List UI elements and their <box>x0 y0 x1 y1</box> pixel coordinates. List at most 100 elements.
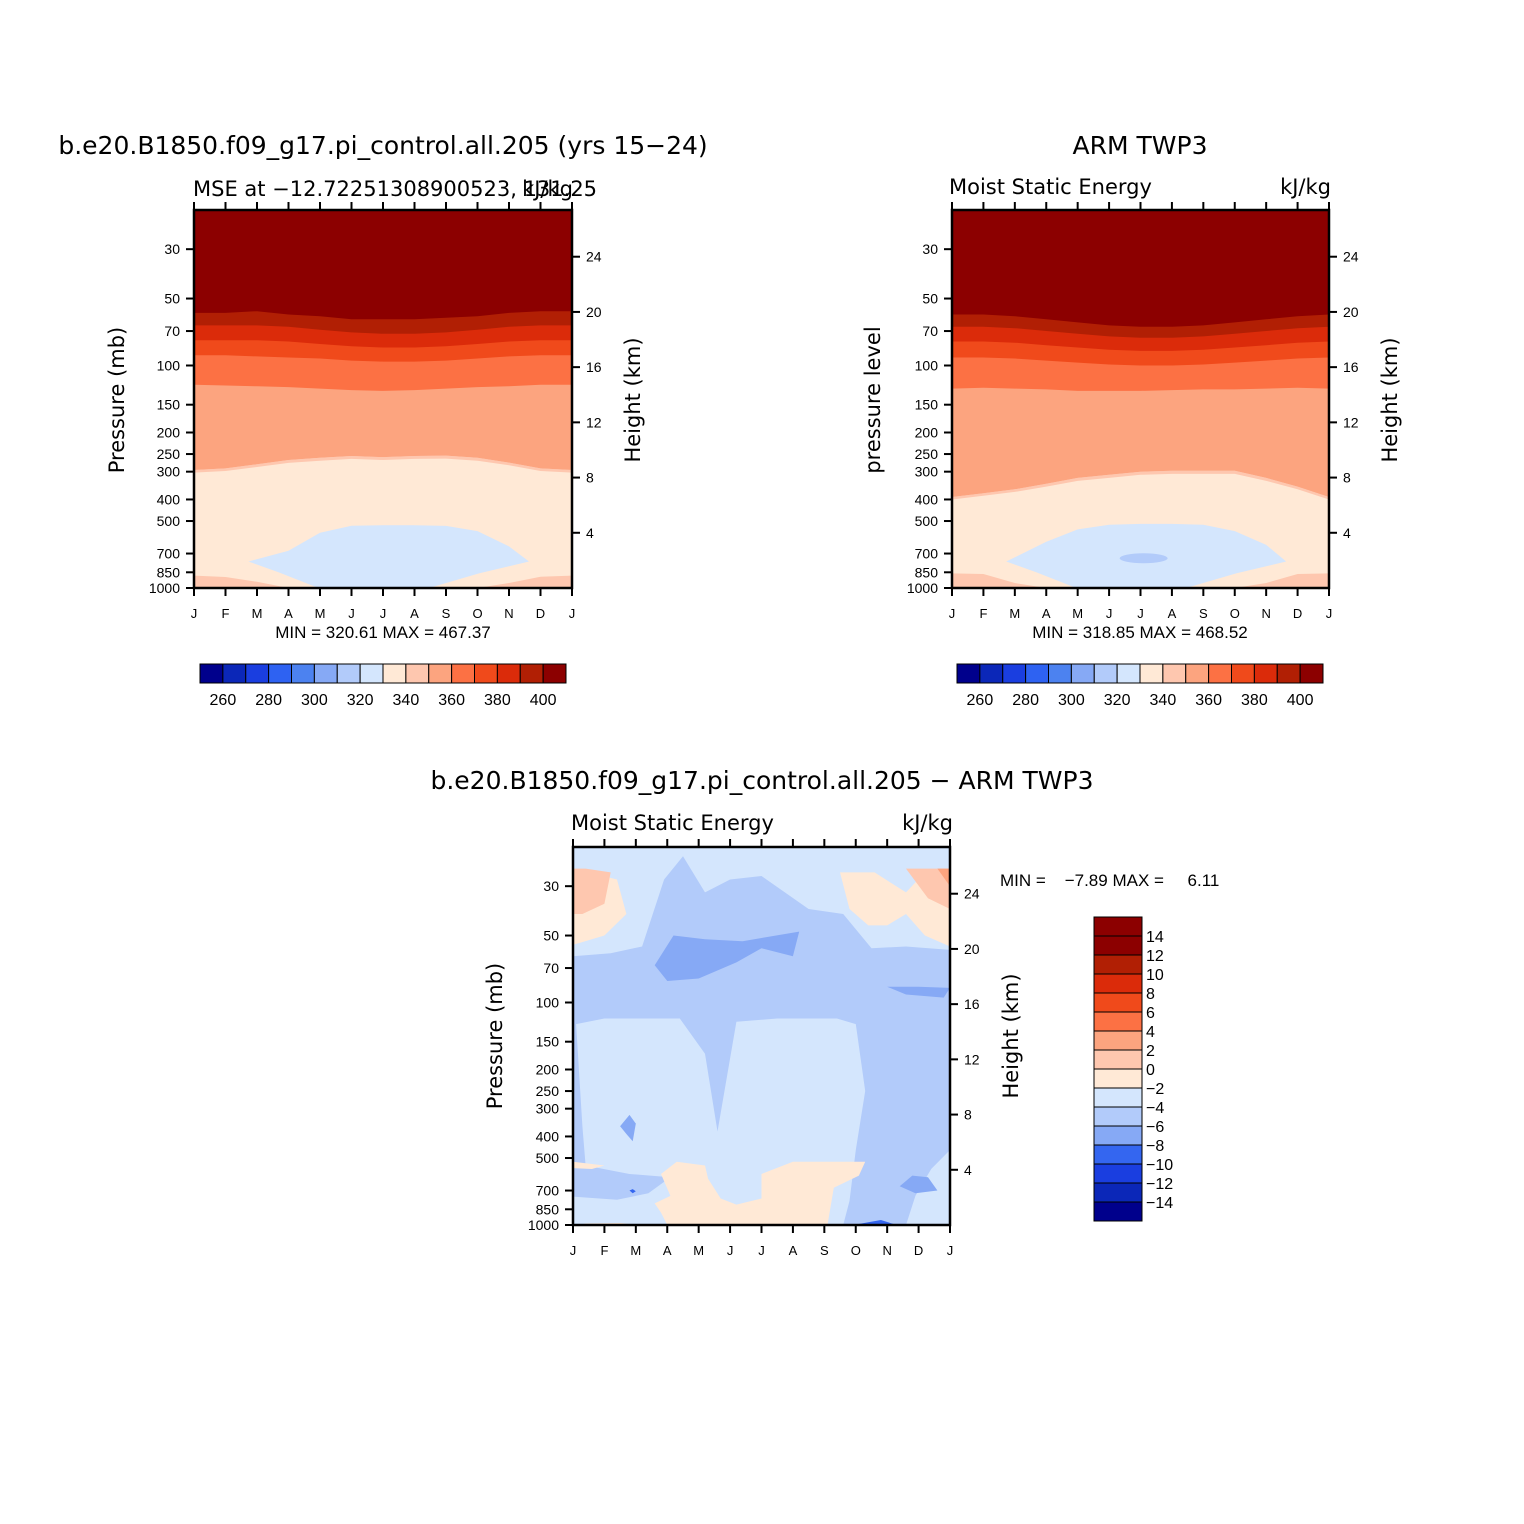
y-tick-label: 200 <box>915 424 939 440</box>
colorbar-box <box>1093 973 1143 994</box>
contour-minus6c <box>620 1114 636 1142</box>
colorbar-label: 0 <box>1146 1062 1155 1079</box>
colorbar-label: 260 <box>967 692 994 709</box>
x-tick-label: M <box>630 1243 641 1258</box>
colorbar-box <box>1185 663 1210 684</box>
y-tick-right-label: 24 <box>586 249 602 265</box>
colorbar-box <box>1093 1182 1143 1203</box>
x-tick-label: F <box>600 1243 608 1258</box>
y-tick-label: 100 <box>915 358 939 374</box>
colorbar-label: 360 <box>438 692 465 709</box>
x-tick-label: D <box>1293 606 1302 621</box>
panel-obs-plot: J F M A M J J A S O N D J 30 50 70 100 150 200 250 300 400 500… <box>907 202 1359 621</box>
colorbar-box <box>222 663 247 684</box>
y-tick-right-label: 4 <box>1343 525 1351 541</box>
colorbar-box <box>1025 663 1049 684</box>
y-tick-label: 850 <box>536 1201 560 1217</box>
colorbar-box <box>979 663 1004 684</box>
x-tick-label: N <box>1261 606 1270 621</box>
colorbar-box <box>1093 954 1143 975</box>
y-tick-right-label: 12 <box>1343 414 1359 430</box>
x-tick-label: S <box>442 606 451 621</box>
y-tick-label: 850 <box>157 564 181 580</box>
contour-plus2b <box>906 868 950 909</box>
x-tick-label: S <box>820 1243 829 1258</box>
x-tick-label: A <box>663 1243 672 1258</box>
colorbar-box <box>1093 1201 1143 1222</box>
y-tick-right-label: 12 <box>586 414 602 430</box>
y-tick-label: 250 <box>536 1083 560 1099</box>
y-tick-right-label: 12 <box>964 1051 980 1067</box>
y-tick-label: 1000 <box>528 1217 559 1233</box>
panel-diff-units: kJ/kg <box>902 811 953 835</box>
y-tick-right-label: 8 <box>964 1107 972 1123</box>
panel-model-units: kJ/kg <box>522 177 573 201</box>
panel-obs-colorbar: 260 280 300 320 340 360 380 400 <box>956 663 1324 709</box>
colorbar-label: 6 <box>1146 1005 1155 1022</box>
contour-plus0c <box>654 1161 866 1225</box>
contour-minus8 <box>629 1189 636 1194</box>
colorbar-box <box>1093 1087 1143 1108</box>
x-tick-label: J <box>1137 606 1144 621</box>
colorbar-label: 280 <box>255 692 282 709</box>
y-tick-label: 850 <box>915 564 939 580</box>
colorbar-label: 2 <box>1146 1043 1155 1060</box>
colorbar-box <box>1093 1125 1143 1146</box>
x-tick-label: A <box>1042 606 1051 621</box>
colorbar-label: −10 <box>1146 1157 1173 1174</box>
panel-diff-title: b.e20.B1850.f09_g17.pi_control.all.205 −… <box>430 766 1093 795</box>
y-tick-label: 70 <box>922 323 938 339</box>
contour-310 <box>1119 553 1168 564</box>
y-tick-label: 70 <box>164 323 180 339</box>
colorbar-label: −12 <box>1146 1176 1173 1193</box>
colorbar-label: 320 <box>347 692 374 709</box>
panel-model-plot: J F M A M J J A S O N D J 30 50 70 100 150 200 250 300 400 500… <box>149 202 602 621</box>
x-tick-label: A <box>789 1243 798 1258</box>
colorbar-box <box>1208 663 1232 684</box>
y-tick-right-label: 20 <box>964 941 980 957</box>
colorbar-box <box>199 663 224 684</box>
y-tick-label: 250 <box>915 446 939 462</box>
panel-diff-min-max: MIN = −7.89 MAX = 6.11 <box>1000 871 1219 890</box>
colorbar-label: 340 <box>1150 692 1177 709</box>
x-tick-label: O <box>851 1243 861 1258</box>
colorbar-box <box>359 663 384 684</box>
colorbar-label: 360 <box>1195 692 1222 709</box>
colorbar-box <box>1048 663 1072 684</box>
x-tick-label: J <box>380 606 387 621</box>
y-tick-label: 50 <box>922 291 938 307</box>
colorbar-label: 380 <box>1241 692 1268 709</box>
y-tick-right-label: 8 <box>1343 470 1351 486</box>
x-tick-label: J <box>348 606 355 621</box>
x-tick-label: J <box>191 606 198 621</box>
contour-340-surface <box>952 573 1329 588</box>
contour-fills <box>952 210 1329 588</box>
y-tick-label: 150 <box>915 397 939 413</box>
panel-diff-ylabel-right: Height (km) <box>999 973 1023 1098</box>
y-tick-label: 700 <box>157 546 181 562</box>
colorbar-box <box>1093 1011 1143 1032</box>
y-tick-label: 250 <box>157 446 181 462</box>
y-tick-label: 150 <box>157 397 181 413</box>
panel-diff: b.e20.B1850.f09_g17.pi_control.all.205 −… <box>430 766 1219 1258</box>
x-tick-label: S <box>1199 606 1208 621</box>
y-tick-right-label: 20 <box>1343 304 1359 320</box>
colorbar-box <box>1139 663 1164 684</box>
colorbar-box <box>1093 1144 1143 1165</box>
colorbar-label: 8 <box>1146 986 1155 1003</box>
contour-plus0d <box>573 1161 605 1169</box>
colorbar-box <box>1093 1030 1143 1051</box>
y-tick-right-label: 16 <box>586 359 602 375</box>
panel-model-title: b.e20.B1850.f09_g17.pi_control.all.205 (… <box>58 131 707 160</box>
y-tick-label: 100 <box>536 995 560 1011</box>
y-tick-label: 30 <box>543 878 559 894</box>
colorbar-label: 400 <box>1287 692 1314 709</box>
y-tick-label: 50 <box>543 928 559 944</box>
colorbar-label: −6 <box>1146 1119 1164 1136</box>
panel-diff-plot: J F M A M J J A S O N D J 30 50 70 100 150 200 250 300 400 500… <box>528 839 980 1258</box>
y-tick-right-label: 24 <box>1343 249 1359 265</box>
contour-320 <box>248 525 529 588</box>
panel-obs-title: ARM TWP3 <box>1073 131 1208 160</box>
colorbar-label: 300 <box>301 692 328 709</box>
colorbar-label: 4 <box>1146 1024 1155 1041</box>
